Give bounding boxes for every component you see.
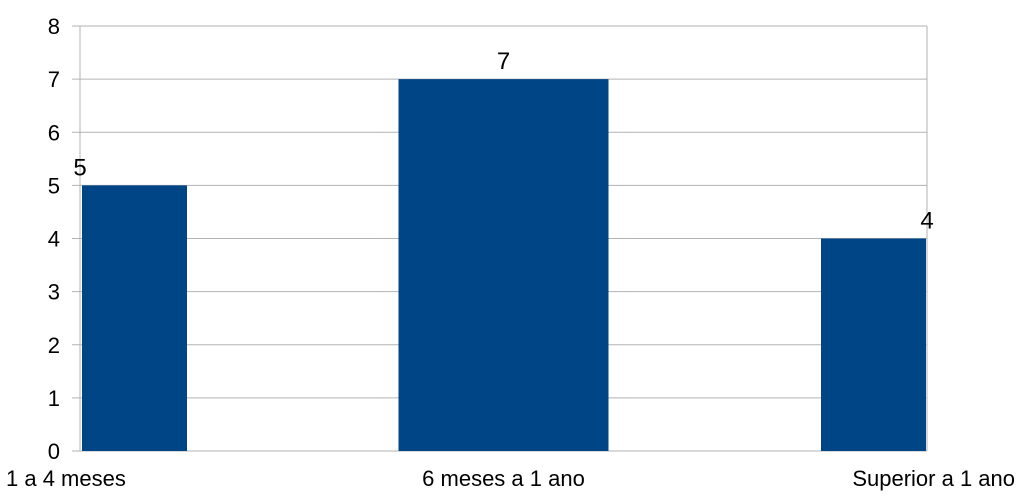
data-label: 7: [497, 48, 510, 75]
y-tick-label: 1: [48, 386, 60, 411]
x-axis-category-labels: 1 a 4 meses 6 meses a 1 ano Superior a 1 a…: [6, 466, 1015, 491]
x-category-label: 1 a 4 meses: [6, 466, 126, 491]
data-label: 5: [73, 154, 86, 181]
y-tick-label: 8: [48, 14, 60, 39]
bar: [82, 185, 187, 451]
data-labels: 5 7 4: [73, 48, 933, 234]
x-category-label: Superior a 1 ano: [852, 466, 1015, 491]
y-tick-label: 4: [48, 227, 60, 252]
y-tick-label: 5: [48, 173, 60, 198]
bar: [398, 79, 609, 451]
y-axis-ticks: 0 1 2 3 4 5 6 7 8: [48, 14, 60, 464]
x-category-label: 6 meses a 1 ano: [422, 466, 585, 491]
data-label: 4: [920, 208, 933, 235]
y-tick-label: 2: [48, 333, 60, 358]
y-tick-label: 7: [48, 67, 60, 92]
bars: [82, 79, 926, 451]
y-tick-label: 0: [48, 439, 60, 464]
y-tick-label: 6: [48, 120, 60, 145]
bar: [821, 238, 926, 451]
y-tick-label: 3: [48, 280, 60, 305]
